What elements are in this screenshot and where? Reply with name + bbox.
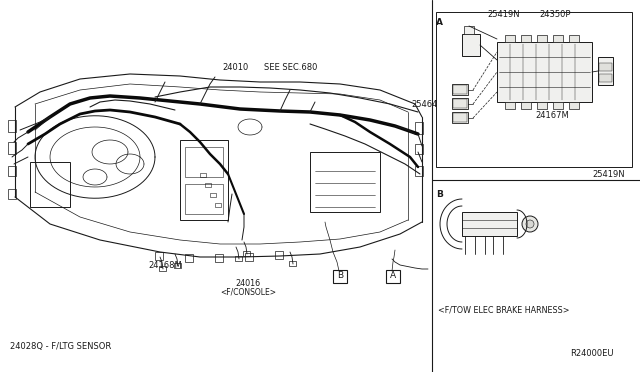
Text: <F/TOW ELEC BRAKE HARNESS>: <F/TOW ELEC BRAKE HARNESS> [438, 305, 570, 314]
Text: A: A [436, 17, 443, 26]
Bar [243, 251, 250, 256]
Bar [569, 102, 579, 109]
Bar [215, 203, 221, 207]
Text: 24167M: 24167M [535, 110, 569, 119]
Text: 24016: 24016 [236, 279, 260, 289]
Bar [553, 102, 563, 109]
Text: 25419N: 25419N [592, 170, 625, 179]
Bar [333, 270, 347, 283]
Bar [155, 252, 163, 260]
Bar [505, 102, 515, 109]
Bar [185, 147, 223, 177]
Bar [537, 35, 547, 42]
Text: <F/CONSOLE>: <F/CONSOLE> [220, 288, 276, 296]
Circle shape [522, 216, 538, 232]
Bar [8, 189, 16, 199]
Bar [310, 152, 380, 212]
Bar [200, 173, 206, 177]
Bar [8, 142, 16, 154]
Bar [521, 102, 531, 109]
Bar [462, 34, 480, 56]
Bar [185, 254, 193, 262]
Text: 25464: 25464 [412, 99, 438, 109]
Bar [174, 263, 181, 268]
Bar [505, 35, 515, 42]
Bar [452, 112, 468, 123]
Bar [215, 254, 223, 262]
Bar [462, 212, 517, 236]
Bar [386, 270, 400, 283]
Bar [553, 35, 563, 42]
Bar [453, 99, 467, 108]
Bar [599, 74, 612, 82]
Bar [8, 120, 16, 132]
Text: A: A [390, 272, 396, 280]
Bar [205, 183, 211, 187]
Bar [185, 184, 223, 214]
Text: SEE SEC.680: SEE SEC.680 [264, 62, 317, 71]
Circle shape [526, 220, 534, 228]
Bar [210, 193, 216, 197]
Bar [464, 26, 474, 34]
Bar [537, 102, 547, 109]
Bar [159, 266, 166, 271]
Bar [415, 122, 423, 134]
Bar [180, 140, 228, 220]
Bar [8, 166, 16, 176]
Text: 24010: 24010 [222, 62, 248, 71]
Bar [289, 261, 296, 266]
Bar [436, 12, 632, 167]
Text: B: B [337, 272, 343, 280]
Bar [599, 63, 612, 71]
Bar [598, 57, 613, 85]
Bar [275, 251, 283, 259]
Bar [452, 84, 468, 95]
Text: 24168M: 24168M [148, 262, 182, 270]
Bar [569, 35, 579, 42]
Bar [453, 113, 467, 122]
Bar [453, 85, 467, 94]
Bar [235, 256, 242, 261]
Bar [452, 98, 468, 109]
Bar [521, 35, 531, 42]
Text: R24000EU: R24000EU [570, 350, 614, 359]
Bar [497, 42, 592, 102]
Bar [30, 162, 70, 207]
Bar [245, 253, 253, 261]
Text: 24028Q - F/LTG SENSOR: 24028Q - F/LTG SENSOR [10, 343, 111, 352]
Bar [415, 144, 423, 154]
Text: 24350P: 24350P [539, 10, 570, 19]
Bar [415, 166, 423, 176]
Text: 25419N: 25419N [487, 10, 520, 19]
Text: B: B [436, 189, 443, 199]
